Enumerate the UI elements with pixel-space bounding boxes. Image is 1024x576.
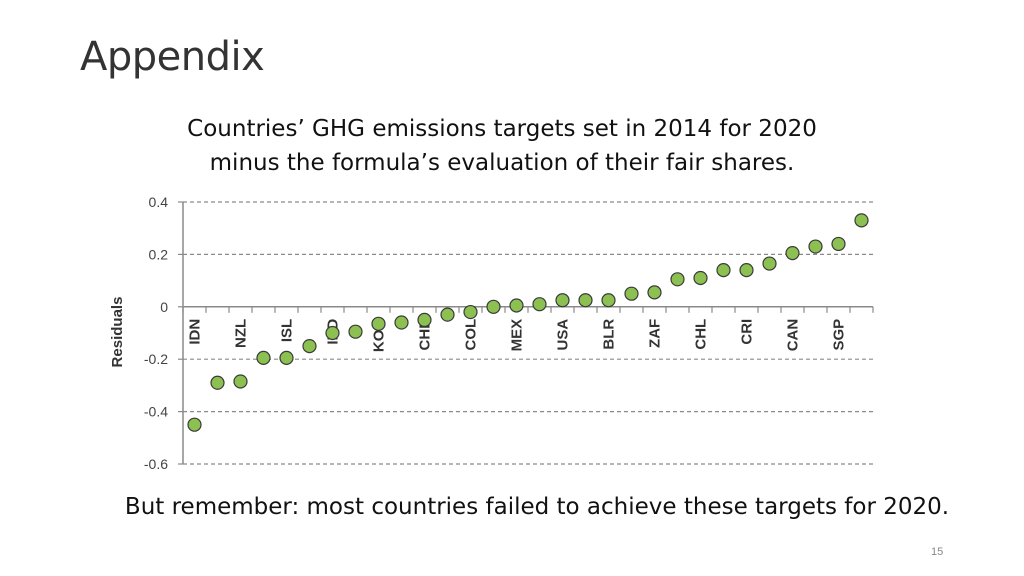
chart-title-line-1: Countries’ GHG emissions targets set in … [187,116,817,142]
country-label-idn: IDN [187,319,204,345]
data-points [187,213,869,432]
data-point [394,315,409,330]
y-tick-label: 0.2 [149,246,169,262]
data-point [325,325,340,341]
country-label-chl: CHL [693,319,710,350]
country-label-sgp: SGP [831,319,848,351]
country-label-usa: USA [555,319,572,351]
data-point [601,293,616,308]
y-axis-label: Residuals [109,297,126,368]
y-tick-label: 0.4 [149,194,169,210]
data-point [187,417,202,432]
data-point [486,299,501,314]
data-point [279,350,294,365]
country-label-blr: BLR [601,319,618,350]
data-point [785,245,800,261]
data-point [256,350,271,365]
page-number: 15 [931,546,944,558]
data-point [578,293,593,308]
grid-lines [183,201,873,465]
data-point [233,374,248,389]
footnote: But remember: most countries failed to a… [124,494,950,520]
data-point [854,213,869,228]
y-tick-label: -0.6 [144,456,168,472]
y-tick-label: 0 [160,299,168,315]
data-point [555,293,570,308]
country-label-mex: MEX [509,319,526,352]
data-point [348,324,363,339]
data-point [302,339,317,354]
country-label-che: CHE [417,319,434,351]
y-tick-label: -0.4 [144,404,168,420]
data-point [808,239,823,254]
data-point [509,298,524,313]
country-label-cri: CRI [739,319,756,345]
country-label-can: CAN [785,319,802,352]
data-point [624,286,639,301]
data-point [371,316,386,331]
data-point [762,256,777,271]
data-point [417,312,432,327]
data-point [532,297,547,312]
data-point [440,307,455,322]
data-point [831,236,846,252]
data-point [716,263,731,278]
country-label-zaf: ZAF [647,319,664,348]
axes: 0.4 0.2 0 -0.2 -0.4 -0.6 [144,194,874,472]
data-point [647,285,662,300]
chart-title: Countries’ GHG emissions targets set in … [140,112,864,180]
slide-title: Appendix [80,34,265,80]
country-label-col: COL [463,319,480,351]
data-point [463,304,478,320]
data-point [739,263,754,278]
y-tick-label: -0.2 [144,351,168,367]
data-point [670,272,685,287]
country-label-isl: ISL [279,319,296,342]
data-point [693,270,708,286]
country-label-nzl: NZL [233,319,250,348]
chart-title-line-2: minus the formula’s evaluation of their … [209,150,795,176]
country-labels: IDNNZLISLINDKORCHECOLMEXUSABLRZAFCHLCRIC… [187,319,848,353]
data-point [210,375,225,390]
